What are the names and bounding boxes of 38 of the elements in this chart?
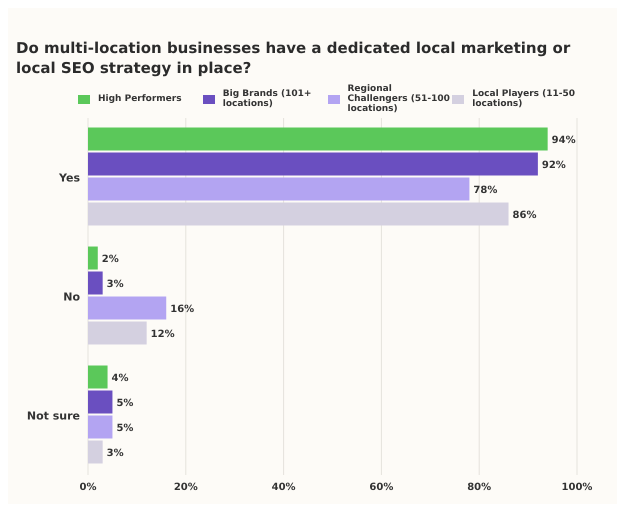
bar — [88, 246, 98, 270]
data-label: 12% — [150, 329, 175, 340]
y-tick-label: No — [63, 290, 80, 304]
bar — [88, 272, 103, 295]
legend-label: High Performers — [98, 94, 182, 104]
data-label: 5% — [116, 398, 134, 410]
data-label: 94% — [552, 135, 576, 146]
bar — [88, 390, 112, 414]
bar — [88, 416, 112, 439]
bar — [88, 152, 538, 176]
bar — [88, 440, 103, 464]
legend-label: Local Players (11-50 locations) — [472, 89, 576, 109]
data-label: 86% — [512, 210, 536, 222]
x-tick-label: 80% — [467, 482, 492, 494]
bar — [88, 202, 509, 226]
x-tick-label: 100% — [562, 482, 592, 494]
data-label: 16% — [170, 304, 194, 316]
data-label: 78% — [473, 185, 498, 196]
data-label: 3% — [106, 448, 124, 460]
x-tick-label: 60% — [369, 482, 394, 494]
data-label: 2% — [102, 254, 119, 266]
x-tick-label: 40% — [272, 482, 296, 494]
data-label: 92% — [542, 160, 566, 172]
x-tick-label: 0% — [80, 482, 96, 494]
bar — [88, 366, 108, 389]
chart-title: Do multi-location businesses have a dedicated local marketing or local SEO strategy in place? — [15, 38, 572, 79]
bar — [88, 296, 166, 320]
legend-label: Big Brands (101+ locations) — [222, 89, 312, 109]
bar — [88, 128, 548, 151]
y-tick-label: Yes — [58, 171, 80, 184]
data-label: 5% — [116, 423, 134, 434]
data-label: 3% — [106, 279, 124, 290]
data-label: 4% — [112, 373, 129, 384]
x-tick-label: 20% — [174, 482, 198, 494]
y-tick-label: Not sure — [26, 409, 80, 422]
bar — [88, 178, 470, 201]
legend-label: Regional Challengers (51-100 locations) — [348, 84, 451, 114]
bar — [88, 322, 147, 345]
